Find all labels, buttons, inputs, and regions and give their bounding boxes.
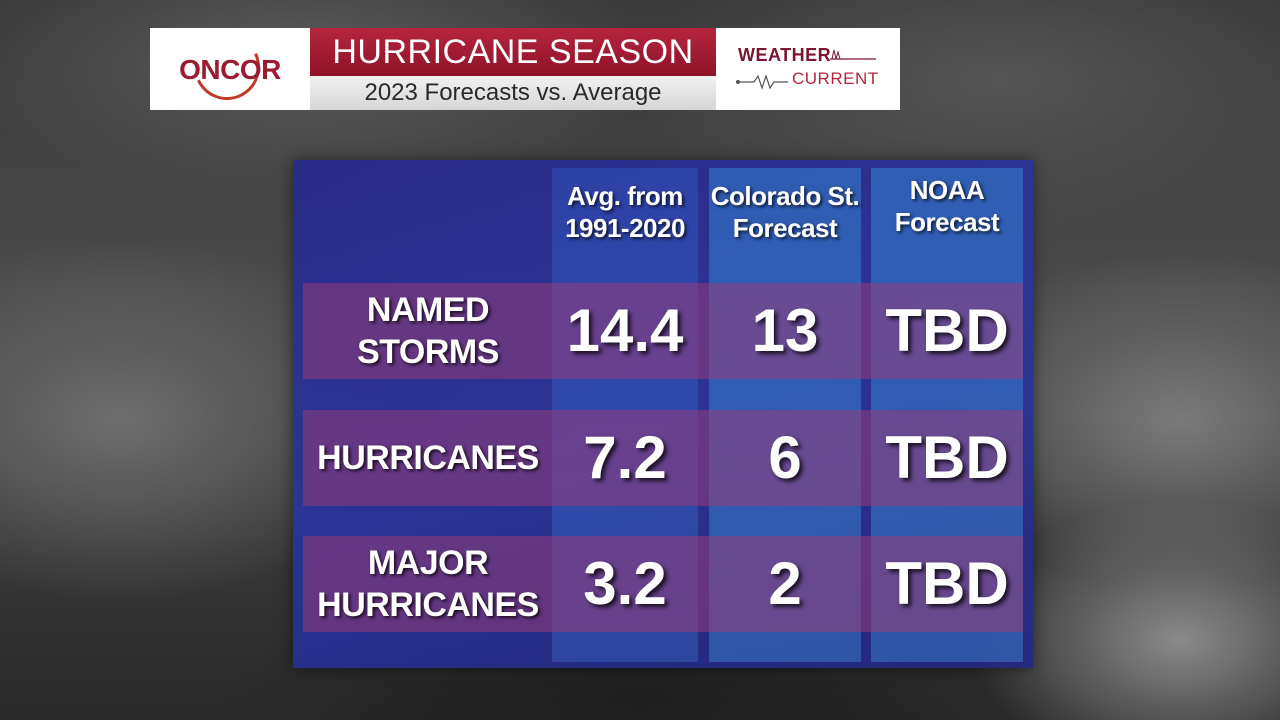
row-band-hurricanes xyxy=(303,410,1023,506)
table-cell: 7.2 xyxy=(583,424,667,491)
row-band-named-storms xyxy=(303,283,1023,379)
table-cell: 3.2 xyxy=(583,550,667,617)
table-cell: 13 xyxy=(751,297,819,364)
table-cell: 2 xyxy=(768,550,802,617)
table-cell: TBD xyxy=(885,297,1009,364)
oncor-logo-text: ONCOR xyxy=(179,54,281,85)
weather-current-logo: WEATHER CURRENT xyxy=(716,28,900,110)
weather-wave-icon xyxy=(736,49,876,90)
column-header-colorado: Colorado St. Forecast xyxy=(710,181,860,243)
header-banner: ONCOR HURRICANE SEASON 2023 Forecasts vs… xyxy=(150,24,900,110)
row-label-major-hurricanes: MAJOR HURRICANES xyxy=(317,544,539,624)
brand-weather-text: WEATHER xyxy=(738,45,832,65)
page-title: HURRICANE SEASON xyxy=(310,28,716,76)
column-header-average: Avg. from 1991-2020 xyxy=(565,181,685,243)
column-header-noaa: NOAA Forecast xyxy=(894,175,1000,237)
forecast-table: Avg. from 1991-2020 Colorado St. Forecas… xyxy=(293,160,1033,668)
row-band-major-hurricanes xyxy=(303,536,1023,632)
table-cell: 14.4 xyxy=(566,297,684,364)
row-label-hurricanes: HURRICANES xyxy=(317,439,539,477)
oncor-logo: ONCOR xyxy=(150,24,310,110)
brand-current-text: CURRENT xyxy=(792,69,879,88)
row-label-named-storms: NAMED STORMS xyxy=(357,291,499,371)
table-cell: TBD xyxy=(885,424,1009,491)
table-cell: TBD xyxy=(885,550,1009,617)
table-cell: 6 xyxy=(768,424,802,491)
page-subtitle: 2023 Forecasts vs. Average xyxy=(310,76,716,110)
